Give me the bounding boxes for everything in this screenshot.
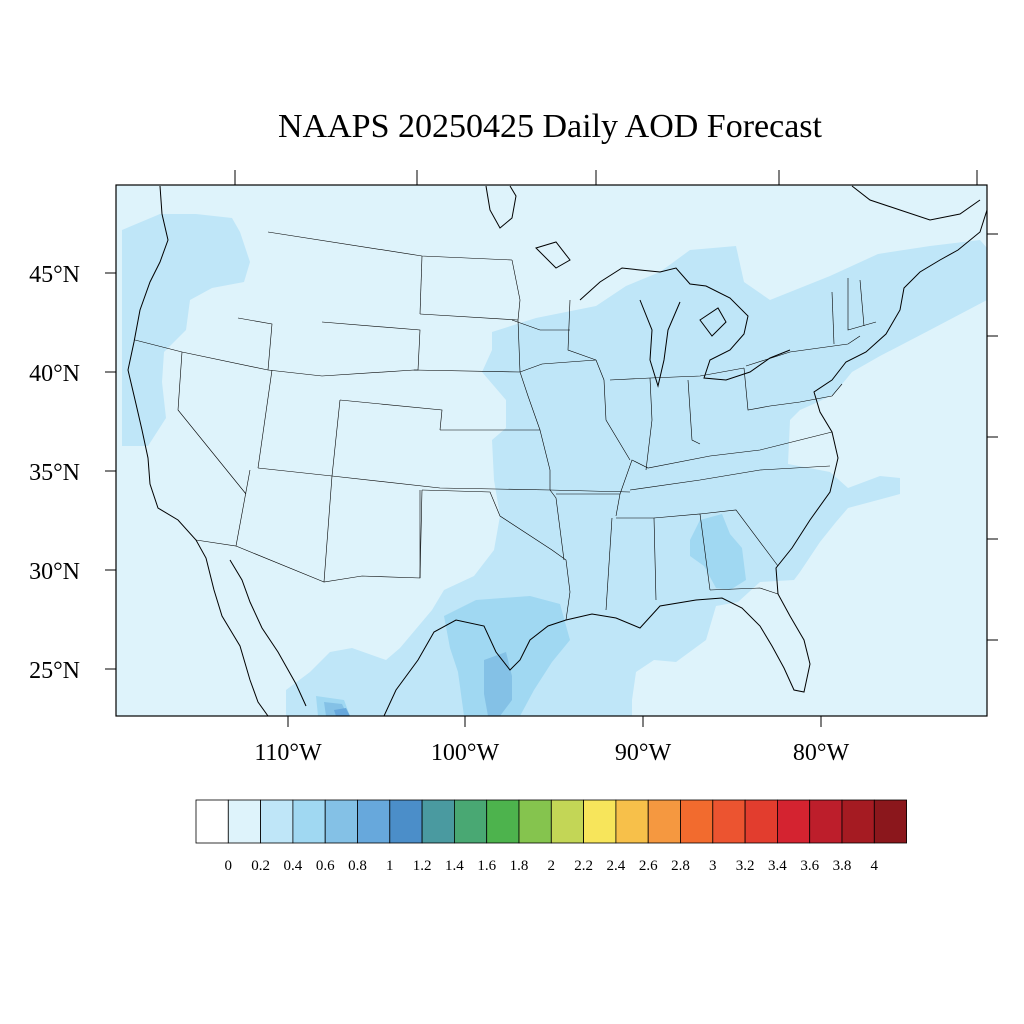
colorbar-label: 3 (709, 858, 717, 874)
colorbar-label: 0.8 (348, 858, 367, 874)
longitude-ticks (234, 170, 978, 727)
colorbar-label: 1.4 (445, 858, 464, 874)
map-frame (115, 184, 988, 717)
colorbar-swatch (809, 799, 843, 844)
lon-label-100w: 100°W (431, 740, 500, 766)
colorbar-label: 3.6 (800, 858, 819, 874)
latitude-ticks (105, 233, 998, 670)
aod-colorbar-labels: 0 0.2 0.4 0.6 0.8 1 1.2 1.4 1.6 1.8 2 2.2 2.4 2.6 2.8 3… (225, 858, 879, 874)
colorbar-swatch (486, 799, 520, 844)
aod-band-0.2-0.4 (122, 214, 987, 716)
lat-label-30: 30°N (29, 559, 80, 585)
colorbar-label: 3.4 (768, 858, 787, 874)
colorbar-swatch (647, 799, 681, 844)
state-boundaries (134, 231, 877, 621)
colorbar-label: 2.4 (607, 858, 626, 874)
colorbar-swatch (777, 799, 811, 844)
colorbar-swatch (227, 799, 262, 844)
colorbar-label: 3.8 (833, 858, 852, 874)
colorbar-swatch (195, 799, 229, 844)
colorbar-label: 2.8 (671, 858, 690, 874)
lon-label-90w: 90°W (615, 740, 672, 766)
colorbar-swatch (292, 799, 326, 844)
longitude-labels: 110°W 100°W 90°W 80°W (254, 740, 849, 766)
colorbar-label: 0.4 (284, 858, 303, 874)
colorbar-label: 0 (225, 858, 233, 874)
colorbar-label: 4 (871, 858, 879, 874)
colorbar-swatch (873, 799, 907, 844)
map-plot-area (116, 185, 987, 716)
colorbar-swatch (518, 799, 552, 844)
lat-label-35: 35°N (29, 460, 80, 486)
lat-label-25: 25°N (29, 658, 80, 684)
colorbar-swatch (389, 799, 423, 844)
colorbar-label: 1.8 (510, 858, 529, 874)
lon-label-80w: 80°W (793, 740, 850, 766)
colorbar-label: 2 (548, 858, 556, 874)
colorbar-label: 2.2 (574, 858, 593, 874)
colorbar-swatch (550, 799, 584, 844)
lat-label-40: 40°N (29, 361, 80, 387)
colorbar-swatch (453, 799, 488, 844)
colorbar-swatch (421, 799, 455, 844)
lon-label-110w: 110°W (254, 740, 322, 766)
colorbar-label: 0.6 (316, 858, 335, 874)
colorbar-swatch (324, 799, 358, 844)
colorbar-swatch (712, 799, 746, 844)
map-title: NAAPS 20250425 Daily AOD Forecast (278, 108, 822, 145)
aod-band-0.6-0.8 (324, 652, 512, 716)
colorbar-swatch (583, 799, 617, 844)
colorbar-label: 1.6 (477, 858, 496, 874)
colorbar-label: 2.6 (639, 858, 658, 874)
colorbar-label: 1.2 (413, 858, 432, 874)
colorbar-swatch (680, 799, 714, 844)
colorbar-swatch (357, 799, 391, 844)
colorbar-swatch (744, 799, 778, 844)
colorbar-swatch (260, 799, 294, 844)
aod-band-0.8-1.0 (334, 708, 350, 716)
coastlines (127, 185, 987, 716)
colorbar-label: 0.2 (251, 858, 270, 874)
lat-label-45: 45°N (29, 262, 80, 288)
colorbar-label: 1 (386, 858, 394, 874)
latitude-labels: 45°N 40°N 35°N 30°N 25°N (29, 262, 80, 684)
aod-colorbar (195, 799, 907, 844)
colorbar-label: 3.2 (736, 858, 755, 874)
colorbar-swatch (841, 799, 875, 844)
colorbar-swatch (615, 799, 649, 844)
